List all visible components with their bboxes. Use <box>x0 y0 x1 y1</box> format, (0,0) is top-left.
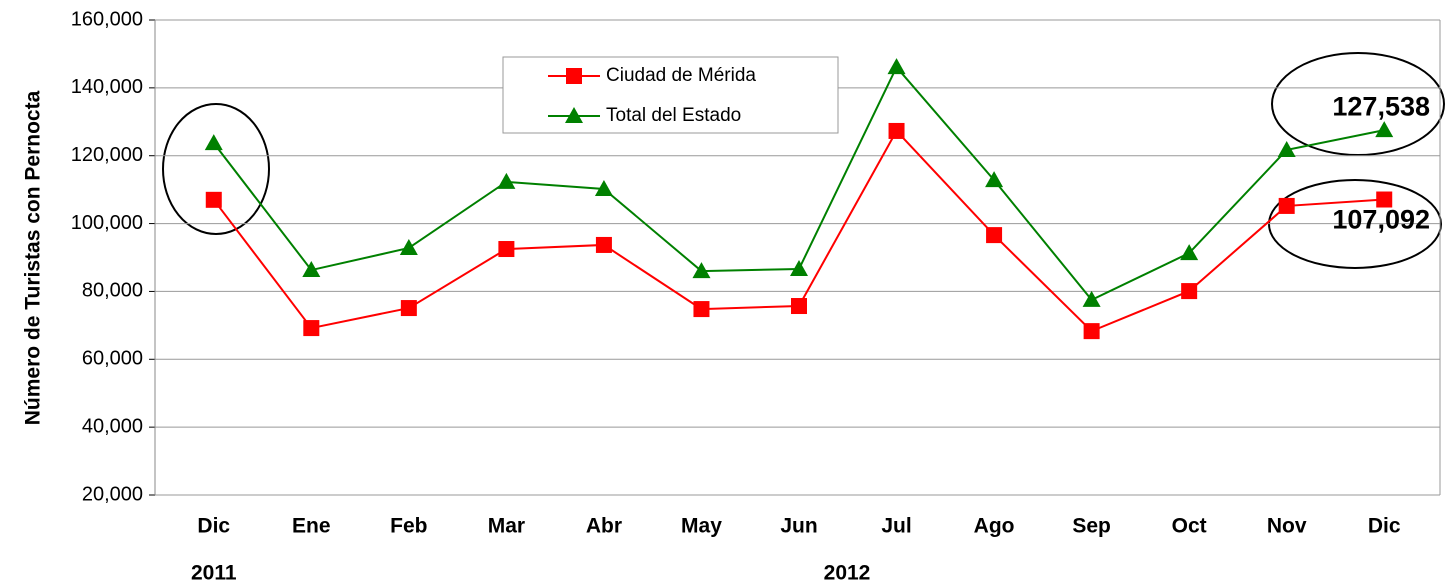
data-point <box>692 262 711 279</box>
legend: Ciudad de Mérida Total del Estado <box>502 56 839 134</box>
data-point <box>497 172 516 189</box>
data-point <box>1082 290 1101 307</box>
x-tick-label: Sep <box>1072 515 1111 538</box>
data-point <box>595 236 612 253</box>
data-point <box>1278 197 1295 214</box>
x-tick-label: Jul <box>881 515 911 538</box>
data-point <box>400 300 417 317</box>
legend-marker <box>566 68 582 84</box>
legend-marker <box>565 107 583 123</box>
y-tick-label: 60,000 <box>82 348 143 370</box>
data-point <box>399 239 418 255</box>
data-point <box>205 191 222 208</box>
data-point <box>887 58 906 75</box>
data-label: 127,538 <box>1332 91 1430 121</box>
annotation: 2011 <box>191 562 237 585</box>
y-tick-label: 40,000 <box>82 415 143 437</box>
legend-box <box>502 56 839 134</box>
data-point <box>1180 244 1199 261</box>
data-point <box>888 122 905 139</box>
x-tick-label: Ago <box>974 515 1015 538</box>
data-point <box>594 179 613 196</box>
data-point <box>1376 191 1393 208</box>
data-point <box>1375 121 1394 138</box>
data-label: 107,092 <box>1332 205 1430 235</box>
data-point <box>302 261 321 278</box>
y-tick-label: 120,000 <box>71 144 143 166</box>
y-tick-label: 20,000 <box>82 483 143 505</box>
legend-label: Total del Estado <box>606 105 741 126</box>
data-point <box>498 241 515 258</box>
data-point <box>204 134 223 151</box>
y-tick-label: 80,000 <box>82 280 143 302</box>
x-tick-label: Oct <box>1172 515 1207 538</box>
x-tick-label: Dic <box>197 515 230 538</box>
highlight <box>1271 52 1445 156</box>
data-point <box>985 171 1004 188</box>
x-tick-label: May <box>681 515 722 538</box>
data-point <box>1181 283 1198 300</box>
y-axis-label: Número de Turistas con Pernocta <box>22 90 45 425</box>
x-tick-label: Abr <box>586 515 622 538</box>
y-tick-label: 100,000 <box>71 212 143 234</box>
legend-label: Ciudad de Mérida <box>606 65 756 86</box>
data-point <box>303 320 320 337</box>
annotation: 2012 <box>824 562 871 585</box>
y-tick-label: 140,000 <box>71 76 143 98</box>
x-tick-label: Feb <box>390 515 427 538</box>
y-tick-label: 160,000 <box>71 8 143 30</box>
data-point <box>1277 140 1296 157</box>
data-point <box>790 260 808 277</box>
data-point <box>986 227 1003 244</box>
x-tick-label: Jun <box>780 515 817 538</box>
data-point <box>693 301 710 318</box>
data-point <box>1083 323 1100 340</box>
x-tick-label: Mar <box>488 515 525 538</box>
x-tick-label: Dic <box>1368 515 1401 538</box>
x-tick-label: Ene <box>292 515 331 538</box>
data-point <box>791 298 807 315</box>
x-tick-label: Nov <box>1267 515 1307 538</box>
highlight <box>162 103 270 235</box>
